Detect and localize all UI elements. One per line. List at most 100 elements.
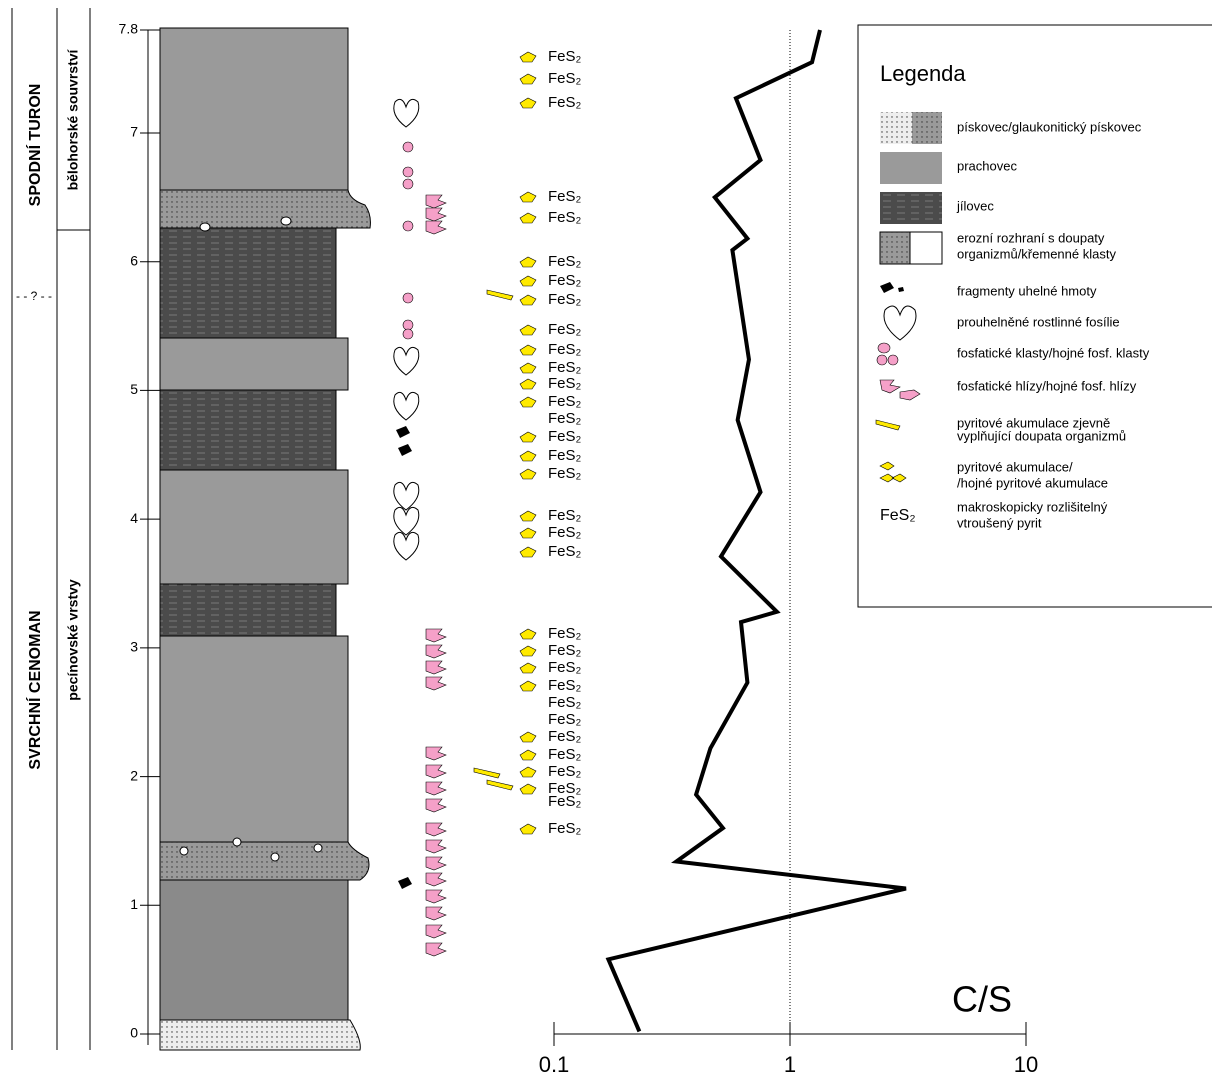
pyrite-label: FeS₂ [548, 820, 582, 837]
pyrite-symbol [520, 192, 536, 202]
legend-title: Legenda [880, 61, 966, 86]
y-tick-label: 1 [130, 896, 138, 912]
phosphate-nodule [426, 747, 446, 760]
phosphate-nodule [426, 823, 446, 836]
pyrite-label: FeS₂ [548, 188, 582, 205]
pyrite-symbol [520, 432, 536, 442]
pyrite-label: FeS₂ [548, 393, 582, 410]
pyrite-symbol [520, 681, 536, 691]
plant-fossil [394, 507, 419, 535]
phosphate-nodule [426, 782, 446, 795]
pyrite-label: FeS₂ [548, 642, 582, 659]
y-tick-label: 6 [130, 252, 138, 268]
pyrite-label: FeS₂ [548, 465, 582, 482]
plant-fossil [394, 347, 419, 375]
pyrite-symbol [520, 74, 536, 84]
legend: Legenda FeS₂ pískovec/glaukonitický písk… [858, 25, 1212, 607]
pyrite-symbol [520, 379, 536, 389]
legend-text: /hojné pyritové akumulace [957, 475, 1108, 490]
pyrite-label: FeS₂ [548, 625, 582, 642]
phosphate-clast [403, 142, 413, 152]
pyrite-symbol [520, 276, 536, 286]
phosphate-clast [403, 167, 413, 177]
pyrite-label: FeS₂ [548, 728, 582, 745]
pyrite-label: FeS₂ [548, 341, 582, 358]
x-tick-label: 10 [1014, 1052, 1038, 1077]
plant-fossil [394, 482, 419, 510]
pyrite-symbol [520, 295, 536, 305]
pyrite-label: FeS₂ [548, 48, 582, 65]
phosphate-nodule [426, 645, 446, 658]
pyrite-symbol [520, 824, 536, 834]
phosphate-clast [403, 329, 413, 339]
phosphate-nodule [426, 857, 446, 870]
phosphate-nodule [426, 677, 446, 690]
pyrite-symbol [520, 663, 536, 673]
x-tick-label: 0.1 [539, 1052, 570, 1077]
pyrite-symbol [520, 511, 536, 521]
pyrite-label: FeS₂ [548, 321, 582, 338]
legend-text: organizmů/křemenné klasty [957, 246, 1116, 261]
stage-label: SPODNÍ TURON [25, 84, 44, 207]
coal-fragment [398, 444, 412, 456]
plant-fossil [394, 392, 419, 420]
pyrite-burrow [474, 768, 500, 778]
y-tick-label: 3 [130, 639, 138, 655]
unit-label: pecínovské vrstvy [65, 579, 81, 701]
pyrite-label: FeS₂ [548, 507, 582, 524]
pyrite-label: FeS₂ [548, 428, 582, 445]
y-tick-label: 7.8 [119, 21, 139, 37]
phosphate-clast [403, 221, 413, 231]
pyrite-label: FeS₂ [548, 70, 582, 87]
phosphate-nodule [426, 890, 446, 903]
coal-fragment [398, 877, 412, 889]
phosphate-nodule [426, 943, 446, 956]
plant-fossil [394, 99, 419, 127]
stage-label: SVRCHNÍ CENOMAN [25, 610, 44, 769]
legend-text: prouhelněné rostlinné fosílie [957, 314, 1120, 329]
phosphate-nodule [426, 195, 446, 208]
legend-text: fragmenty uhelné hmoty [957, 283, 1097, 298]
pyrite-symbol [520, 547, 536, 557]
y-tick-label: 0 [130, 1025, 138, 1041]
pyrite-label: FeS₂ [548, 694, 582, 711]
legend-symbol-text: FeS₂ [880, 507, 916, 524]
legend-text: fosfatické klasty/hojné fosf. klasty [957, 345, 1150, 360]
pyrite-symbol [520, 397, 536, 407]
coal-fragment [396, 426, 410, 438]
pyrite-burrow [487, 290, 513, 300]
pyrite-symbol [520, 213, 536, 223]
legend-text: vyplňující doupata organizmů [957, 428, 1126, 443]
phosphate-clast [403, 179, 413, 189]
legend-text: pyritové akumulace/ [957, 459, 1073, 474]
pyrite-symbol [520, 528, 536, 538]
legend-text: makroskopicky rozlišitelný [957, 499, 1108, 514]
phosphate-clast [403, 293, 413, 303]
phosphate-nodule [426, 629, 446, 642]
figure: SPODNÍ TURON SVRCHNÍ CENOMAN bělohorské … [0, 0, 1212, 1079]
pyrite-burrow [487, 780, 513, 790]
pyrite-symbol [520, 784, 536, 794]
pyrite-label: FeS₂ [548, 543, 582, 560]
pyrite-label: FeS₂ [548, 763, 582, 780]
pyrite-label: FeS₂ [548, 375, 582, 392]
phosphate-nodule [426, 873, 446, 886]
x-tick-label: 1 [784, 1052, 796, 1077]
lithology-column [160, 28, 370, 1050]
legend-text: jílovec [956, 198, 994, 213]
legend-text: prachovec [957, 158, 1017, 173]
pyrite-label: FeS₂ [548, 524, 582, 541]
phosphate-nodule [426, 221, 446, 234]
pyrite-label: FeS₂ [548, 746, 582, 763]
pyrite-symbol [520, 325, 536, 335]
pyrite-symbol [520, 750, 536, 760]
pyrite-label: FeS₂ [548, 410, 582, 427]
phosphate-nodule [426, 208, 446, 221]
legend-text: erozní rozhraní s doupaty [957, 230, 1105, 245]
phosphate-nodule [426, 907, 446, 920]
legend-text: fosfatické hlízy/hojné fosf. hlízy [957, 378, 1137, 393]
plant-fossil [394, 532, 419, 560]
phosphate-nodule [426, 840, 446, 853]
pyrite-label: FeS₂ [548, 659, 582, 676]
y-tick-label: 2 [130, 767, 138, 783]
